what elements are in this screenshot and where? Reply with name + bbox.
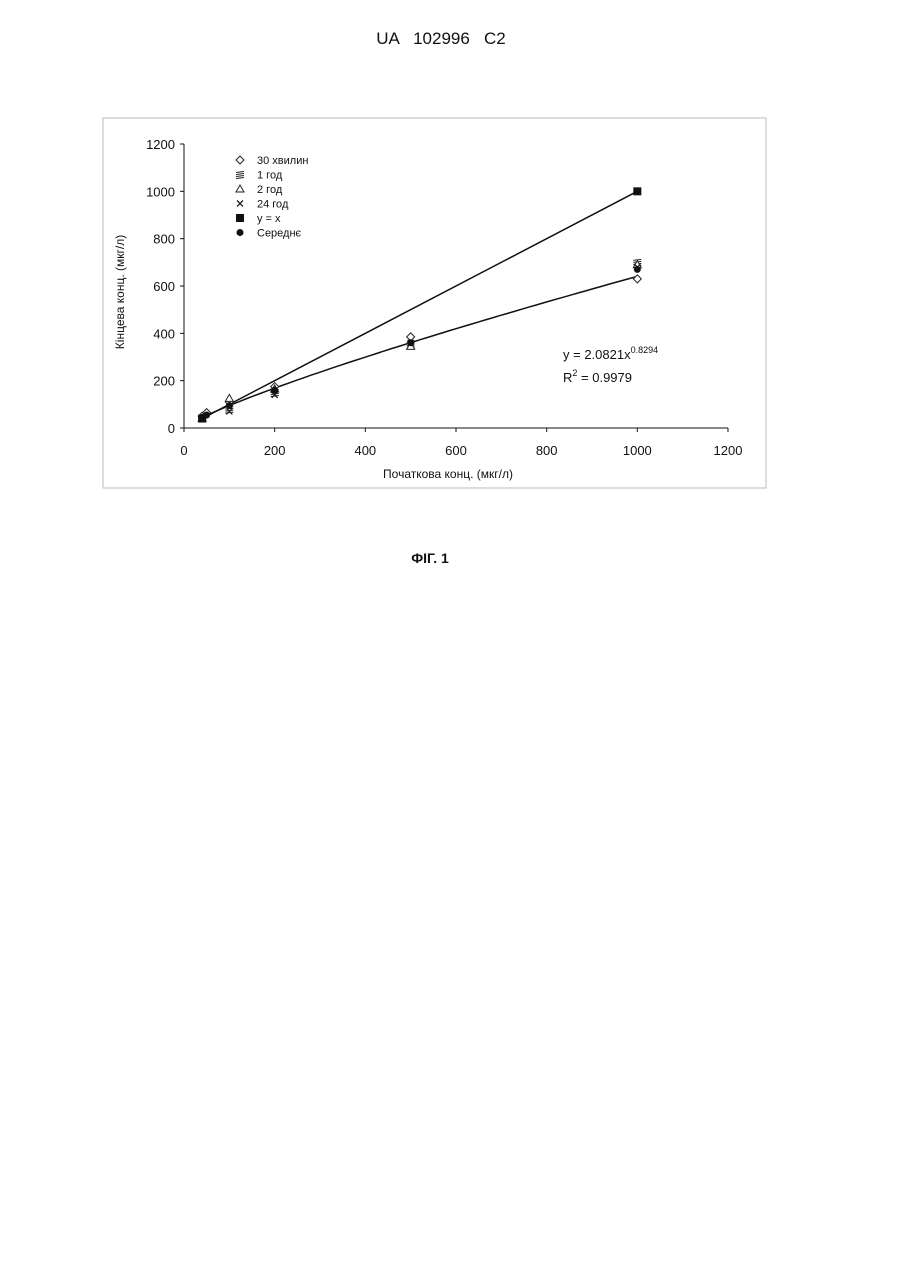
x-tick-label: 1200 (714, 443, 743, 458)
r-label: R (563, 370, 572, 385)
chart-frame (103, 118, 766, 488)
x-tick-label: 1000 (623, 443, 652, 458)
marker (236, 156, 244, 164)
legend-label: 1 год (257, 170, 283, 182)
legend-label: Середнє (257, 228, 302, 240)
x-tick-label: 600 (445, 443, 467, 458)
marker (226, 408, 232, 414)
r-sep: = (577, 370, 592, 385)
square (633, 187, 641, 195)
x-tick-label: 200 (264, 443, 286, 458)
x-tick-label: 800 (536, 443, 558, 458)
y-tick-label: 600 (153, 279, 175, 294)
legend-label: 2 год (257, 184, 283, 196)
y-tick-label: 800 (153, 232, 175, 247)
y-axis-label: Кінцева конц. (мкг/л) (113, 235, 127, 349)
eq-coef: 2.0821 (584, 347, 624, 362)
cross (226, 408, 232, 414)
x-tick-label: 400 (354, 443, 376, 458)
circle (226, 402, 233, 409)
circle (407, 339, 414, 346)
triangle (225, 394, 233, 401)
marker (203, 411, 210, 418)
triangle (236, 185, 244, 192)
y-tick-label: 0 (168, 421, 175, 436)
legend-label: y = x (257, 213, 281, 225)
marker (237, 201, 243, 207)
marker (236, 185, 244, 192)
marker (237, 229, 244, 236)
marker (225, 394, 233, 401)
y-tick-label: 1000 (146, 184, 175, 199)
marker (271, 387, 278, 394)
legend-label: 24 год (257, 199, 289, 211)
figure-caption: ФІГ. 1 (411, 550, 449, 566)
marker (633, 275, 641, 283)
y-tick-label: 1200 (146, 137, 175, 152)
circle (271, 387, 278, 394)
marker (236, 172, 244, 179)
marker (236, 214, 244, 222)
square (236, 214, 244, 222)
x-axis-label: Початкова конц. (мкг/л) (383, 467, 513, 481)
eq-prefix: y = (563, 347, 584, 362)
marker (407, 339, 414, 346)
diamond (633, 275, 641, 283)
x-tick-label: 0 (180, 443, 187, 458)
circle (203, 411, 210, 418)
cross (237, 201, 243, 207)
circle (237, 229, 244, 236)
page-canvas: UA 102996 C2 ФІГ. 1 Початкова конц. (мкг… (0, 0, 901, 1273)
r2-value: 0.9979 (592, 370, 632, 385)
marker (226, 402, 233, 409)
marker (634, 266, 641, 273)
legend-label: 30 хвилин (257, 155, 308, 167)
y-tick-label: 200 (153, 374, 175, 389)
trend-r2: R2 = 0.9979 (563, 368, 632, 385)
hatch (236, 172, 244, 179)
eq-exponent: 0.8294 (631, 345, 659, 355)
y-tick-label: 400 (153, 326, 175, 341)
page: UA 102996 C2 ФІГ. 1 Початкова конц. (мкг… (0, 0, 901, 1278)
diamond (236, 156, 244, 164)
patent-header: UA 102996 C2 (376, 29, 505, 48)
trend-equation: y = 2.0821x0.8294 (563, 345, 658, 362)
marker (633, 187, 641, 195)
circle (634, 266, 641, 273)
